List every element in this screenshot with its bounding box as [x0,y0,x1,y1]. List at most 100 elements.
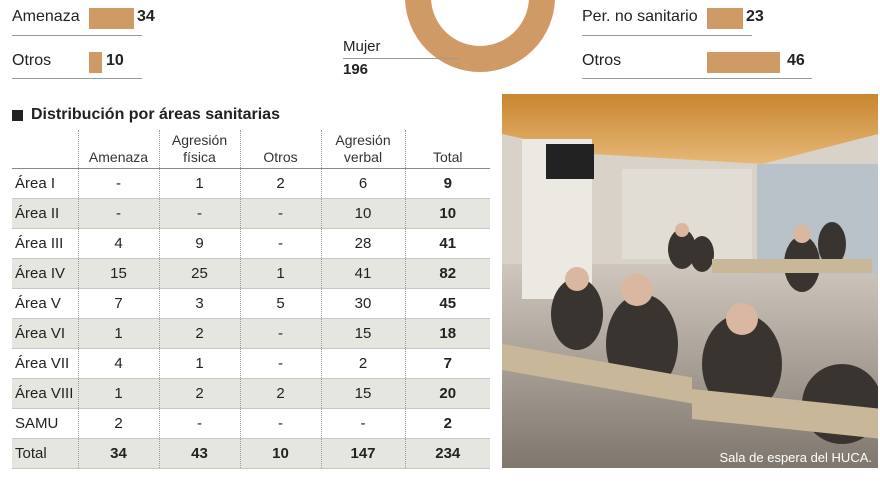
header-text: Agresión verbal [335,132,391,165]
table-cell: 2 [158,378,240,409]
table-header-row: Amenaza Agresión física Otros Agresión v… [12,130,490,169]
table-cell: 7 [404,348,490,379]
total-cell: 234 [404,438,490,469]
stat-bar [89,52,102,73]
table-cell: 15 [320,318,405,349]
row-label: Área I [12,168,78,199]
table-row: Área VIII 1 2 2 15 20 [12,378,490,409]
stat-bar [707,8,743,29]
donut-ring [405,0,555,72]
table-cell: - [158,198,240,229]
table-row: Área IV 15 25 1 41 82 [12,258,490,289]
table-row: SAMU 2- - -2 [12,408,490,439]
photo-illustration [502,94,878,468]
row-label: Área VI [12,318,78,349]
waiting-room-photo: Sala de espera del HUCA. [502,94,878,468]
stat-value: 34 [137,8,155,25]
row-label: Área III [12,228,78,259]
stat-bar [707,52,780,73]
table-cell: 30 [320,288,405,319]
row-label: Área VII [12,348,78,379]
table-cell: 3 [158,288,240,319]
photo-caption: Sala de espera del HUCA. [719,450,872,465]
areas-table: Amenaza Agresión física Otros Agresión v… [12,130,490,469]
table-header: Agresión física [158,130,240,169]
donut-chart [405,0,555,72]
row-label: Área IV [12,258,78,289]
table-cell: 2 [404,408,490,439]
table-cell: - [77,198,159,229]
stat-per-no-sanitario: Per. no sanitario 23 [582,0,764,36]
table-cell: 20 [404,378,490,409]
donut-legend: Mujer [343,38,459,59]
table-cell: 82 [404,258,490,289]
stat-value: 46 [787,52,805,69]
total-cell: 10 [239,438,321,469]
total-cell: 147 [320,438,405,469]
table-cell: - [320,408,405,439]
header-text: Agresión física [171,132,228,165]
table-cell: 4 [77,228,159,259]
table-cell: - [239,198,321,229]
stat-otros-right: Otros 46 [582,44,812,79]
donut-value: 196 [343,61,369,78]
table-cell: - [239,348,321,379]
stat-bar [89,8,134,29]
table-row: Área VII 4 1-2 7 [12,348,490,379]
table-cell: 41 [404,228,490,259]
table-cell: 6 [320,168,405,199]
table-cell: 7 [77,288,159,319]
table-cell: 9 [404,168,490,199]
stat-label: Amenaza [12,8,80,25]
table-cell: - [77,168,159,199]
table-cell: 1 [239,258,321,289]
table-header: Amenaza [77,130,159,169]
table-header [12,130,78,169]
section-title: Distribución por áreas sanitarias [12,106,280,124]
stat-amenaza: Amenaza 34 [12,0,155,36]
table-cell: 45 [404,288,490,319]
table-cell: 10 [404,198,490,229]
stat-otros: Otros 10 [12,44,142,79]
table-cell: 2 [158,318,240,349]
total-cell: 43 [158,438,240,469]
table-cell: 28 [320,228,405,259]
stat-label: Otros [582,52,622,69]
table-row: Área VI 1 2-15 18 [12,318,490,349]
table-cell: - [158,408,240,439]
table-header: Otros [239,130,321,169]
row-label: Área VIII [12,378,78,409]
stat-value: 23 [746,8,764,25]
table-row: Área V 7 3 5 30 45 [12,288,490,319]
row-label: Área II [12,198,78,229]
stat-value: 10 [106,52,124,69]
section-title-text: Distribución por áreas sanitarias [31,106,280,123]
table-cell: 1 [77,318,159,349]
table-cell: 1 [158,168,240,199]
table-row: Área III 4 9-28 41 [12,228,490,259]
table-header: Agresión verbal [320,130,405,169]
row-label: Área V [12,288,78,319]
table-cell: 9 [158,228,240,259]
stat-label: Otros [12,52,52,69]
table-cell: 2 [239,168,321,199]
table-cell: - [239,228,321,259]
table-cell: - [239,408,321,439]
table-cell: 15 [77,258,159,289]
table-cell: 2 [320,348,405,379]
table-cell: 10 [320,198,405,229]
table-row: Área II - - -10 10 [12,198,490,229]
table-cell: 4 [77,348,159,379]
table-cell: 2 [77,408,159,439]
donut-label: Mujer [343,38,381,55]
table-cell: - [239,318,321,349]
table-cell: 25 [158,258,240,289]
table-cell: 18 [404,318,490,349]
table-cell: 1 [77,378,159,409]
table-cell: 2 [239,378,321,409]
total-cell: 34 [77,438,159,469]
table-cell: 41 [320,258,405,289]
square-bullet-icon [12,109,23,121]
stat-label: Per. no sanitario [582,8,698,25]
